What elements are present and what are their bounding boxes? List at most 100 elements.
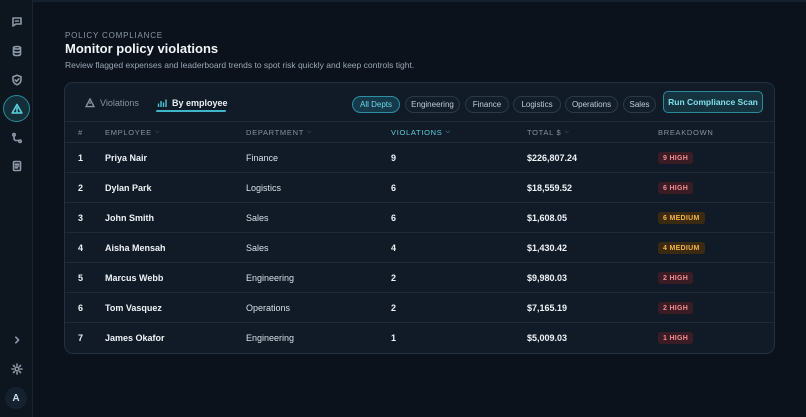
chevron-right-icon — [14, 335, 19, 344]
violations-card: Violations By employee All Depts Enginee… — [64, 82, 775, 354]
sort-chevron-icon: ⌵ — [306, 129, 313, 135]
table-row[interactable]: 2 Dylan Park Logistics 6 $18,559.52 6 HI… — [65, 172, 774, 203]
tab-label: By employee — [172, 98, 228, 108]
sidebar: A — [0, 0, 33, 417]
sidebar-expand-button[interactable] — [4, 327, 29, 352]
sidebar-item-messages[interactable] — [4, 9, 29, 34]
sidebar-item-data[interactable] — [4, 38, 29, 63]
sort-chevron-icon: ⌵ — [154, 129, 161, 135]
violation-count: 2 — [391, 273, 397, 283]
sidebar-item-policy-compliance[interactable] — [3, 95, 30, 122]
severity-badge: 9 HIGH — [658, 152, 694, 164]
total-amount: $1,608.05 — [527, 213, 568, 223]
tab-violations[interactable]: Violations — [85, 94, 139, 112]
employee-name: Marcus Webb — [105, 273, 164, 283]
theme-toggle-button[interactable] — [4, 356, 29, 381]
breakdown-cell: 2 HIGH — [658, 263, 694, 293]
user-avatar[interactable]: A — [5, 387, 27, 409]
tab-by-employee[interactable]: By employee — [157, 94, 228, 112]
row-index: 3 — [78, 213, 84, 223]
severity-badge: 1 HIGH — [658, 332, 694, 344]
table-row[interactable]: 1 Priya Nair Finance 9 $226,807.24 9 HIG… — [65, 142, 774, 173]
sidebar-item-routes[interactable] — [4, 125, 29, 150]
row-index: 1 — [78, 153, 84, 163]
violation-count: 4 — [391, 243, 397, 253]
column-header-breakdown: BREAKDOWN — [658, 128, 713, 137]
filter-chip-all-depts[interactable]: All Depts — [352, 96, 400, 113]
table-row[interactable]: 4 Aisha Mensah Sales 4 $1,430.42 4 MEDIU… — [65, 232, 774, 262]
filter-chip-engineering[interactable]: Engineering — [405, 96, 460, 113]
database-icon — [12, 45, 21, 56]
table-row[interactable]: 5 Marcus Webb Engineering 2 $9,980.03 2 … — [65, 262, 774, 293]
column-header-employee[interactable]: EMPLOYEE ⌵ — [105, 128, 160, 137]
filter-chip-logistics[interactable]: Logistics — [513, 96, 561, 113]
table-row[interactable]: 6 Tom Vasquez Operations 2 $7,165.19 2 H… — [65, 292, 774, 323]
page-title: Monitor policy violations — [65, 41, 219, 56]
run-compliance-scan-button[interactable]: Run Compliance Scan — [663, 91, 763, 113]
row-index: 6 — [78, 303, 84, 313]
violation-count: 9 — [391, 153, 397, 163]
department-name: Sales — [246, 243, 269, 253]
severity-badge: 6 MEDIUM — [658, 212, 705, 224]
tab-label: Violations — [100, 98, 139, 108]
row-index: 2 — [78, 183, 84, 193]
total-amount: $226,807.24 — [527, 153, 578, 163]
route-icon — [11, 132, 22, 143]
violation-count: 1 — [391, 333, 397, 343]
total-amount: $5,009.03 — [527, 333, 568, 343]
warning-triangle-icon — [85, 98, 95, 108]
card-toolbar: Violations By employee All Depts Enginee… — [65, 83, 774, 120]
employee-name: Aisha Mensah — [105, 243, 166, 253]
filter-chip-finance[interactable]: Finance — [465, 96, 509, 113]
sort-chevron-icon: ⌵ — [564, 129, 570, 135]
breakdown-cell: 6 MEDIUM — [658, 203, 705, 233]
total-amount: $1,430.42 — [527, 243, 568, 253]
page-subtitle: Review flagged expenses and leaderboard … — [65, 60, 415, 70]
sidebar-item-reports[interactable] — [4, 153, 29, 178]
employee-name: John Smith — [105, 213, 154, 223]
department-name: Logistics — [246, 183, 282, 193]
violation-count: 6 — [391, 213, 397, 223]
department-name: Engineering — [246, 273, 295, 283]
breakdown-cell: 9 HIGH — [658, 143, 694, 173]
severity-badge: 2 HIGH — [658, 302, 694, 314]
filter-chip-operations[interactable]: Operations — [565, 96, 618, 113]
column-header-label: BREAKDOWN — [658, 128, 714, 137]
severity-badge: 4 MEDIUM — [658, 242, 705, 254]
sun-icon — [10, 362, 23, 375]
top-divider — [0, 0, 806, 2]
bar-chart-icon — [157, 99, 167, 107]
active-tab-indicator — [156, 110, 226, 112]
breakdown-cell: 1 HIGH — [658, 323, 694, 353]
row-index: 7 — [78, 333, 84, 343]
employee-name: Tom Vasquez — [105, 303, 162, 313]
sort-chevron-icon: ⌵ — [445, 129, 451, 135]
employee-name: James Okafor — [105, 333, 165, 343]
total-amount: $9,980.03 — [527, 273, 568, 283]
violation-count: 6 — [391, 183, 397, 193]
filter-chip-sales[interactable]: Sales — [623, 96, 656, 113]
table-row[interactable]: 3 John Smith Sales 6 $1,608.05 6 MEDIUM — [65, 202, 774, 233]
row-index: 5 — [78, 273, 84, 283]
department-name: Operations — [246, 303, 291, 313]
breakdown-cell: 2 HIGH — [658, 293, 694, 323]
column-header-total[interactable]: TOTAL $ ⌵ — [527, 128, 570, 137]
severity-badge: 6 HIGH — [658, 182, 694, 194]
column-header-label: VIOLATIONS — [391, 128, 443, 137]
column-header-violations[interactable]: VIOLATIONS ⌵ — [391, 128, 451, 137]
column-header-label: # — [78, 128, 83, 137]
column-header-department[interactable]: DEPARTMENT ⌵ — [246, 128, 312, 137]
employee-name: Priya Nair — [105, 153, 148, 163]
row-index: 4 — [78, 243, 84, 253]
sidebar-item-security[interactable] — [4, 67, 29, 92]
severity-badge: 2 HIGH — [658, 272, 694, 284]
table-row[interactable]: 7 James Okafor Engineering 1 $5,009.03 1… — [65, 322, 774, 353]
table-header: # EMPLOYEE ⌵ DEPARTMENT ⌵ VIOLATIONS ⌵ T… — [65, 121, 774, 141]
department-name: Finance — [246, 153, 279, 163]
warning-triangle-icon — [10, 103, 23, 114]
page-eyebrow: POLICY COMPLIANCE — [65, 31, 163, 40]
breakdown-cell: 6 HIGH — [658, 173, 694, 203]
department-name: Engineering — [246, 333, 295, 343]
total-amount: $7,165.19 — [527, 303, 568, 313]
